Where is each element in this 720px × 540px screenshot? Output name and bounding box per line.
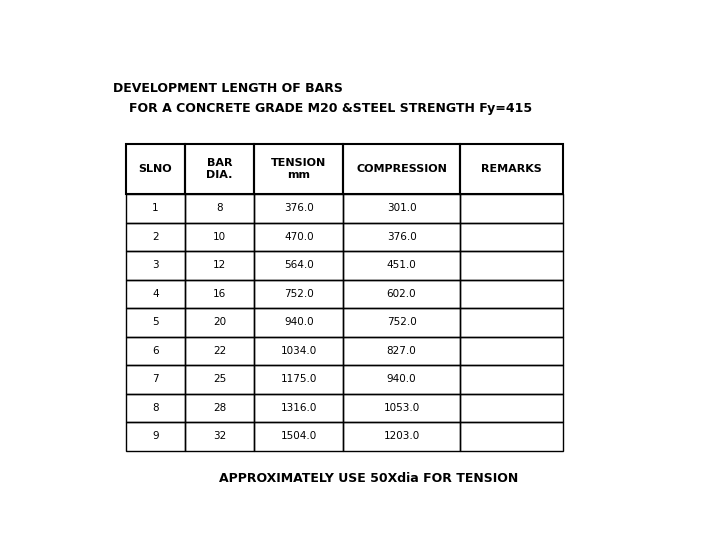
Text: SLNO: SLNO [139,164,172,174]
Text: 20: 20 [213,318,226,327]
Text: 1034.0: 1034.0 [281,346,317,356]
Text: 451.0: 451.0 [387,260,416,271]
Text: 28: 28 [213,403,226,413]
Text: 3: 3 [152,260,159,271]
Text: 12: 12 [213,260,226,271]
Text: 602.0: 602.0 [387,289,416,299]
Text: 564.0: 564.0 [284,260,314,271]
Text: APPROXIMATELY USE 50Xdia FOR TENSION: APPROXIMATELY USE 50Xdia FOR TENSION [220,472,518,485]
Text: 10: 10 [213,232,226,242]
Text: DEVELOPMENT LENGTH OF BARS: DEVELOPMENT LENGTH OF BARS [113,82,343,94]
Text: 7: 7 [152,374,159,384]
Text: 470.0: 470.0 [284,232,314,242]
Text: 1053.0: 1053.0 [384,403,420,413]
Text: 827.0: 827.0 [387,346,416,356]
Text: 2: 2 [152,232,159,242]
Text: 22: 22 [213,346,226,356]
Text: 376.0: 376.0 [284,204,314,213]
Text: COMPRESSION: COMPRESSION [356,164,447,174]
Text: 32: 32 [213,431,226,441]
Text: 8: 8 [216,204,222,213]
Text: 1175.0: 1175.0 [281,374,317,384]
Text: BAR
DIA.: BAR DIA. [206,158,233,180]
Text: 1: 1 [152,204,159,213]
Text: 1316.0: 1316.0 [281,403,317,413]
Text: 5: 5 [152,318,159,327]
Text: 4: 4 [152,289,159,299]
Text: 301.0: 301.0 [387,204,416,213]
Text: FOR A CONCRETE GRADE M20 &STEEL STRENGTH Fy=415: FOR A CONCRETE GRADE M20 &STEEL STRENGTH… [129,102,532,115]
Text: 8: 8 [152,403,159,413]
Text: REMARKS: REMARKS [481,164,541,174]
Text: 1504.0: 1504.0 [281,431,317,441]
Text: TENSION
mm: TENSION mm [271,158,326,180]
Text: 6: 6 [152,346,159,356]
Text: 16: 16 [213,289,226,299]
Text: 940.0: 940.0 [284,318,314,327]
Text: 1203.0: 1203.0 [384,431,420,441]
Text: 25: 25 [213,374,226,384]
Text: 752.0: 752.0 [284,289,314,299]
Text: 376.0: 376.0 [387,232,416,242]
Text: 940.0: 940.0 [387,374,416,384]
Text: 9: 9 [152,431,159,441]
Text: 752.0: 752.0 [387,318,416,327]
